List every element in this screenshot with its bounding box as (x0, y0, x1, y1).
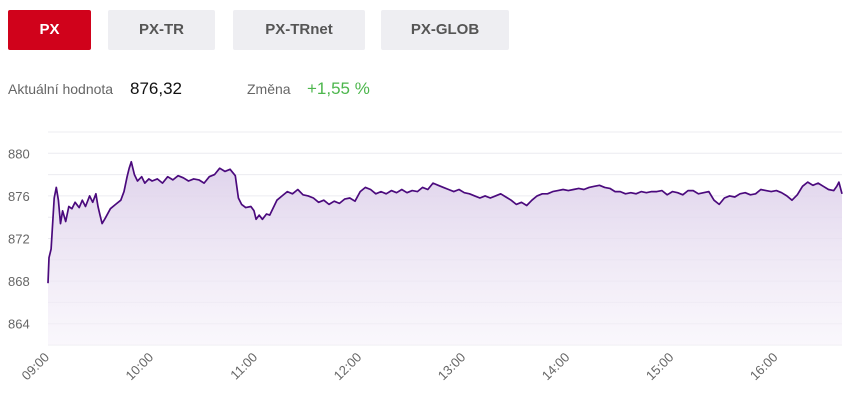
y-axis: 864 868 872 876 880 (8, 146, 30, 331)
tab-px-glob[interactable]: PX-GLOB (381, 10, 509, 50)
change-value: +1,55 % (307, 79, 370, 98)
current-value-label: Aktuální hodnota (8, 81, 114, 97)
tab-px-tr[interactable]: PX-TR (108, 10, 215, 50)
x-tick-label: 09:00 (19, 350, 53, 384)
x-tick-label: 14:00 (539, 350, 573, 384)
current-value: 876,32 (130, 79, 182, 98)
y-tick-label: 868 (8, 274, 30, 289)
x-tick-label: 15:00 (643, 350, 677, 384)
y-tick-label: 872 (8, 232, 30, 247)
summary-bar: Aktuální hodnota 876,32 Změna +1,55 % (0, 78, 852, 100)
y-tick-label: 864 (8, 317, 30, 332)
x-tick-label: 13:00 (435, 350, 469, 384)
x-tick-label: 10:00 (123, 350, 157, 384)
price-line (47, 160, 843, 284)
change-label: Změna (247, 81, 291, 97)
x-axis: 09:00 10:00 11:00 12:00 13:00 14:00 15:00 16:00 (19, 350, 781, 384)
x-tick-label: 11:00 (227, 350, 260, 383)
x-tick-label: 16:00 (747, 350, 781, 384)
tab-px[interactable]: PX (8, 10, 91, 50)
y-tick-label: 876 (8, 189, 30, 204)
tab-px-trnet[interactable]: PX-TRnet (233, 10, 365, 50)
price-area (48, 161, 842, 345)
x-tick-label: 12:00 (331, 350, 365, 384)
y-tick-label: 880 (8, 146, 30, 161)
